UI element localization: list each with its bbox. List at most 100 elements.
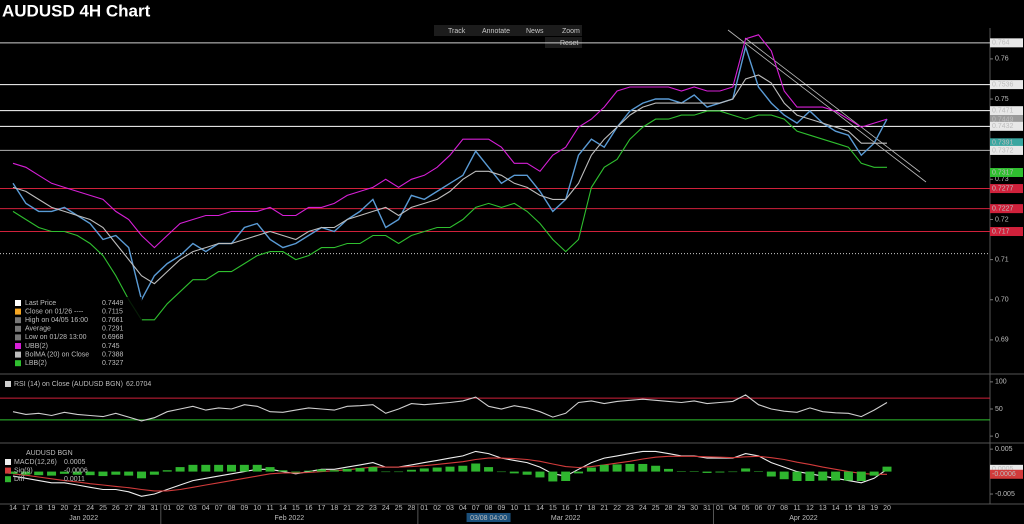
legend-label: Average [25,326,51,333]
legend-swatch [5,476,11,483]
legend-label: Diff [14,476,24,483]
month-label: Apr 2022 [789,515,818,522]
y-tick-label: 0 [995,433,999,440]
trend-line [727,29,927,183]
diff-bar [85,471,95,476]
x-tick-label: 02 [433,505,441,512]
x-tick-label: 08 [485,505,493,512]
x-tick-label: 10 [253,505,261,512]
x-tick-label: 15 [845,505,853,512]
x-tick-label: 19 [870,505,878,512]
legend-value: 0.7661 [102,317,124,324]
axis-marker [990,184,1023,194]
toolbar-button[interactable]: Zoom [562,28,580,35]
diff-bar [304,470,314,472]
x-tick-label: 14 [9,505,17,512]
series-line [12,34,888,249]
y-tick-label: 0.70 [995,297,1009,304]
diff-bar [188,464,198,472]
toolbar-button[interactable]: Annotate [482,28,510,35]
x-tick-label: 12 [806,505,814,512]
axis-marker-label: 0.7391 [992,140,1014,147]
x-tick-label: 26 [112,505,120,512]
axis-marker-label: -0.0006 [992,471,1016,478]
x-tick-label: 25 [652,505,660,512]
diff-bar [625,463,635,472]
diff-bar [535,471,545,478]
x-tick-label: 15 [292,505,300,512]
diff-bar [175,467,185,472]
diff-bar [676,471,686,472]
x-tick-label: 18 [587,505,595,512]
diff-bar [561,471,571,482]
diff-bar [201,464,211,472]
x-tick-label: 16 [305,505,313,512]
legend-bg [12,297,142,369]
x-tick-label: 31 [703,505,711,512]
axis-marker [990,38,1023,48]
diff-bar [856,471,866,482]
diff-bar [137,471,147,479]
x-tick-label: 17 [318,505,326,512]
diff-bar [689,471,699,472]
diff-bar [548,471,558,482]
diff-bar [98,471,108,477]
legend-label: Sig(9) [14,467,33,474]
diff-bar [574,471,584,474]
x-tick-label: 22 [613,505,621,512]
diff-bar [252,464,262,472]
x-tick-label: 18 [35,505,43,512]
legend-swatch [15,334,21,341]
diff-bar [715,471,725,473]
x-tick-label: 24 [639,505,647,512]
axis-marker-label: 0.7372 [992,147,1014,154]
x-tick-label: 15 [549,505,557,512]
series-line [12,455,887,492]
diff-bar [638,463,648,472]
x-tick-label: 03 [189,505,197,512]
series-line [12,44,888,302]
x-tick-label: 27 [125,505,133,512]
x-tick-label: 18 [857,505,865,512]
diff-bar [8,471,18,474]
axis-marker [990,145,1023,155]
y-tick-label: 0.69 [995,337,1009,344]
x-tick-label: 20 [61,505,69,512]
x-tick-label: 08 [780,505,788,512]
x-tick-label: 22 [356,505,364,512]
toolbar-button[interactable]: Track [448,28,466,35]
diff-bar [458,465,468,472]
x-tick-label: 11 [793,505,800,512]
y-tick-label: 0.76 [995,56,1009,63]
diff-bar [843,471,853,481]
legend-swatch [15,325,21,332]
y-tick-label: 100 [995,379,1007,386]
x-tick-label: 01 [163,505,171,512]
legend-swatch [15,317,21,324]
diff-bar [741,468,751,472]
axis-marker-label: 0.7536 [992,81,1014,88]
diff-bar [484,467,494,472]
axis-marker-label: 0.7317 [992,169,1014,176]
toolbar-bg [434,25,582,36]
x-tick-label: 11 [523,505,530,512]
x-tick-label: 10 [510,505,518,512]
diff-bar [47,471,57,476]
diff-bar [239,464,249,472]
toolbar-button[interactable]: News [526,28,544,35]
legend-swatch [15,351,21,358]
x-tick-label: 23 [626,505,634,512]
legend-swatch [5,467,11,474]
diff-bar [355,467,365,472]
diff-bar [766,471,776,477]
axis-marker [990,204,1023,214]
legend-value: 0.6968 [102,334,124,341]
legend-subtitle: AUDUSD BGN [26,450,73,457]
diff-bar [368,467,378,472]
diff-bar [316,469,326,472]
series-line [12,110,887,321]
legend-swatch [15,308,21,315]
x-tick-label: 04 [459,505,467,512]
axis-marker-label: 0.717 [992,228,1010,235]
